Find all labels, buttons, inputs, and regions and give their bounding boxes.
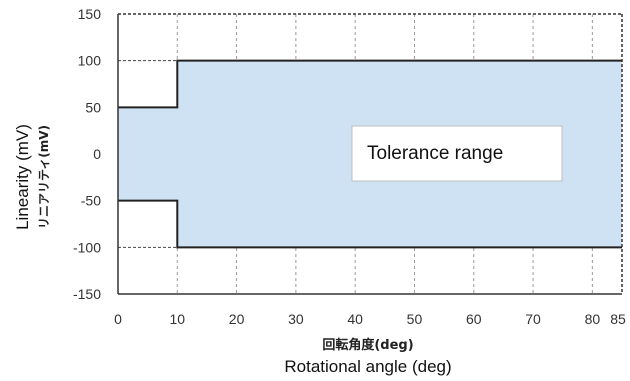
tolerance-boundaries (118, 59, 622, 249)
y-tick-label: 150 (78, 6, 102, 22)
x-tick-label: 60 (466, 311, 482, 327)
y-tick-label: -50 (81, 193, 101, 209)
x-tick-label: 85 (610, 311, 626, 327)
tolerance-annotation: Tolerance range (367, 143, 503, 164)
y-tick-label: -150 (73, 286, 101, 302)
x-tick-label: 20 (229, 311, 245, 327)
x-tick-label: 30 (288, 311, 304, 327)
x-tick-label: 40 (347, 311, 363, 327)
x-tick-label: 10 (170, 311, 186, 327)
y-axis-label-jp: リニアリティ(mV) (37, 125, 51, 229)
x-axis-label: Rotational angle (deg) (284, 357, 451, 376)
upper-limit-line (118, 59, 622, 109)
x-tick-label: 70 (525, 311, 541, 327)
y-tick-label: 0 (93, 146, 101, 162)
x-tick-label: 0 (114, 311, 122, 327)
lower-limit-line (118, 199, 622, 249)
x-axis-label-jp: 回転角度(deg) (322, 337, 413, 353)
plot-frame (117, 13, 623, 295)
x-tick-label: 80 (585, 311, 601, 327)
y-axis-label: Linearity (mV) (13, 124, 32, 230)
tolerance-annotation-box: Tolerance range (351, 125, 563, 182)
x-tick-label: 50 (407, 311, 423, 327)
tick-labels: 150 100 50 0 -50 -100 -150 0 10 20 30 40 50 60 70 80 85 (73, 6, 626, 327)
y-tick-label: 50 (85, 99, 101, 115)
y-tick-label: 100 (78, 53, 102, 69)
y-tick-label: -100 (73, 239, 101, 255)
